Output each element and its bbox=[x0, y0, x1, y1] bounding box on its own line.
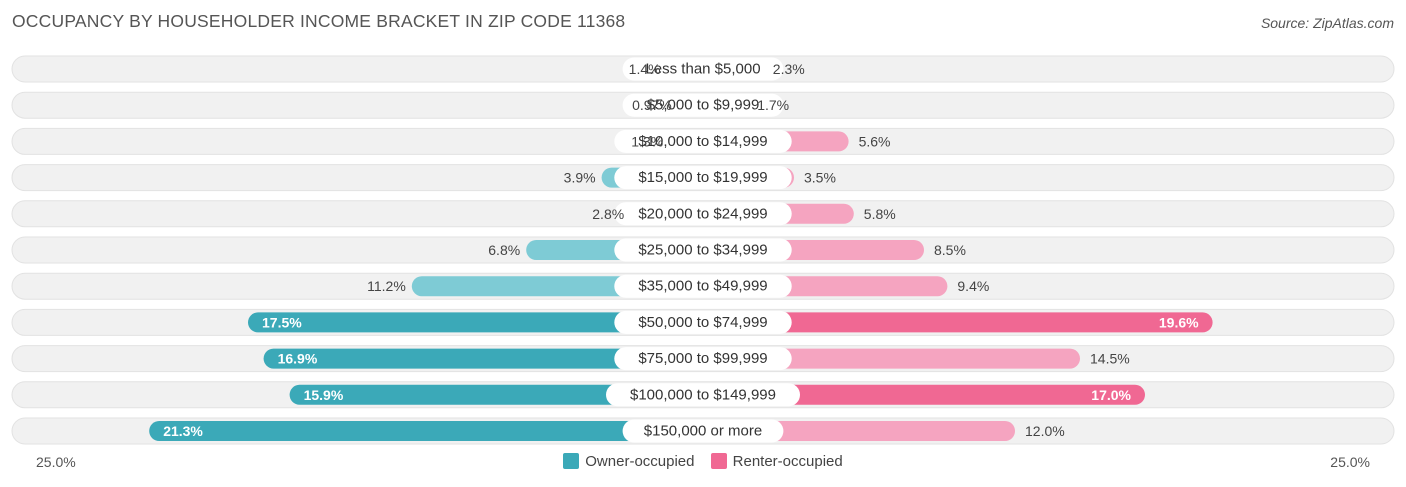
category-pill bbox=[622, 57, 784, 81]
renter-value-label: 5.8% bbox=[864, 206, 896, 222]
owner-bar bbox=[149, 421, 703, 441]
renter-value-label: 17.0% bbox=[1091, 387, 1131, 403]
legend-label-owner: Owner-occupied bbox=[585, 453, 695, 470]
category-label: Less than $5,000 bbox=[645, 61, 760, 78]
category-label: $35,000 to $49,999 bbox=[638, 278, 767, 295]
category-label: $100,000 to $149,999 bbox=[630, 386, 776, 403]
owner-bar bbox=[263, 348, 703, 369]
axis-label-left: 25.0% bbox=[36, 454, 76, 470]
category-pill bbox=[606, 383, 800, 407]
category-label: $15,000 to $19,999 bbox=[638, 169, 767, 186]
owner-value-label: 16.9% bbox=[278, 351, 318, 367]
category-pill bbox=[614, 238, 792, 262]
renter-bar bbox=[703, 348, 1080, 369]
renter-value-label: 5.6% bbox=[859, 133, 891, 149]
category-label: $10,000 to $14,999 bbox=[638, 133, 767, 150]
category-label: $50,000 to $74,999 bbox=[638, 314, 767, 331]
category-label: $75,000 to $99,999 bbox=[638, 350, 767, 367]
category-pill bbox=[614, 310, 792, 334]
renter-value-label: 1.7% bbox=[757, 97, 789, 113]
legend: Owner-occupied Renter-occupied bbox=[0, 453, 1406, 470]
legend-item-renter: Renter-occupied bbox=[710, 453, 843, 470]
category-pill bbox=[614, 347, 792, 371]
renter-value-label: 9.4% bbox=[957, 278, 989, 294]
axis-label-right: 25.0% bbox=[1330, 454, 1370, 470]
owner-value-label: 21.3% bbox=[163, 423, 203, 439]
renter-value-label: 14.5% bbox=[1090, 351, 1130, 367]
renter-value-label: 12.0% bbox=[1025, 423, 1065, 439]
chart-title: OCCUPANCY BY HOUSEHOLDER INCOME BRACKET … bbox=[12, 11, 626, 31]
category-label: $150,000 or more bbox=[644, 423, 762, 440]
owner-value-label: 2.8% bbox=[592, 206, 624, 222]
owner-value-label: 0.97% bbox=[632, 97, 672, 113]
owner-value-label: 17.5% bbox=[262, 314, 302, 330]
owner-value-label: 6.8% bbox=[488, 242, 520, 258]
category-label: $20,000 to $24,999 bbox=[638, 205, 767, 222]
source-label: Source: ZipAtlas.com bbox=[1260, 15, 1394, 31]
legend-swatch-owner bbox=[563, 453, 580, 469]
category-pill bbox=[622, 93, 784, 117]
category-pill bbox=[614, 166, 792, 190]
renter-value-label: 19.6% bbox=[1159, 314, 1199, 330]
renter-value-label: 8.5% bbox=[934, 242, 966, 258]
renter-bar bbox=[703, 384, 1145, 405]
renter-value-label: 3.5% bbox=[804, 170, 836, 186]
category-pill bbox=[622, 419, 784, 443]
owner-bar bbox=[248, 312, 703, 333]
category-pill bbox=[614, 274, 792, 298]
owner-value-label: 3.9% bbox=[564, 170, 596, 186]
renter-bar bbox=[703, 312, 1213, 333]
renter-value-label: 2.3% bbox=[773, 61, 805, 77]
legend-item-owner: Owner-occupied bbox=[563, 453, 694, 470]
owner-bar bbox=[289, 384, 703, 405]
owner-value-label: 1.4% bbox=[629, 61, 661, 77]
category-label: $5,000 to $9,999 bbox=[647, 97, 760, 114]
owner-value-label: 11.2% bbox=[367, 278, 406, 294]
owner-value-label: 15.9% bbox=[304, 387, 344, 403]
category-label: $25,000 to $34,999 bbox=[638, 242, 767, 259]
legend-swatch-renter bbox=[710, 453, 727, 469]
legend-label-renter: Renter-occupied bbox=[732, 453, 843, 470]
owner-value-label: 1.3% bbox=[631, 133, 663, 149]
category-pill bbox=[614, 202, 792, 226]
category-pill bbox=[614, 129, 792, 153]
